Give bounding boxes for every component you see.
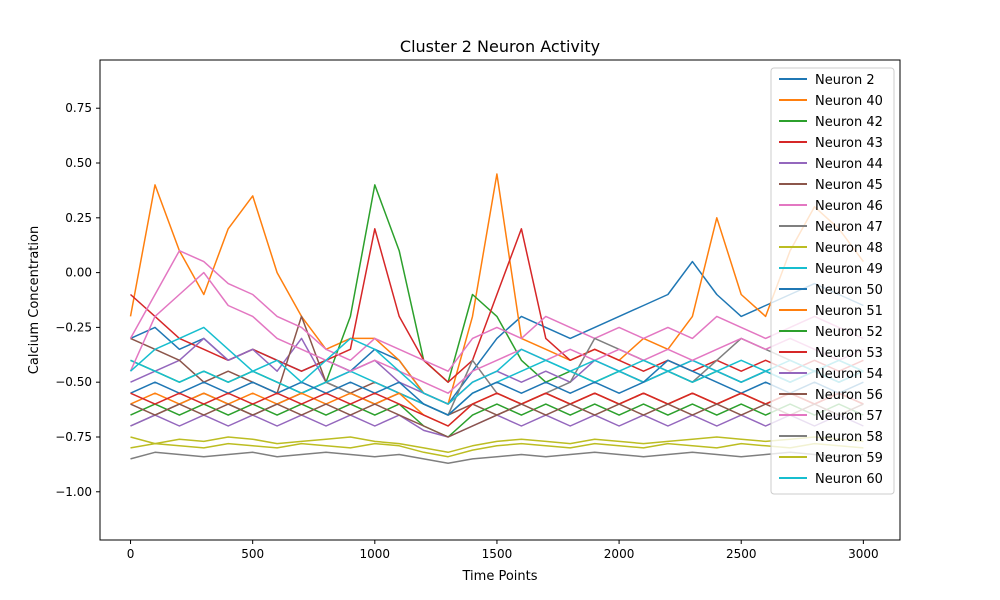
series-line-neuron-53 bbox=[130, 392, 864, 427]
legend-label: Neuron 48 bbox=[815, 241, 883, 256]
y-tick-label: −0.50 bbox=[55, 375, 92, 389]
y-tick-label: 0.25 bbox=[65, 211, 92, 225]
legend-label: Neuron 47 bbox=[815, 220, 883, 235]
x-tick-label: 3000 bbox=[848, 547, 879, 561]
series-line-neuron-56 bbox=[130, 403, 864, 438]
legend-label: Neuron 40 bbox=[815, 94, 883, 109]
series-line-neuron-57 bbox=[129, 271, 864, 394]
legend-box bbox=[770, 67, 895, 495]
legend-label: Neuron 44 bbox=[815, 157, 883, 172]
chart-title: Cluster 2 Neuron Activity bbox=[400, 37, 600, 56]
series-line-neuron-58 bbox=[130, 451, 864, 465]
legend-label: Neuron 42 bbox=[815, 115, 883, 130]
x-axis: 0 500 1000 1500 2000 2500 3000 bbox=[127, 540, 879, 561]
legend-label: Neuron 52 bbox=[815, 325, 883, 340]
x-tick-label: 2000 bbox=[604, 547, 635, 561]
legend-label: Neuron 53 bbox=[815, 346, 883, 361]
plot-area bbox=[99, 59, 901, 541]
series-line-neuron-54 bbox=[130, 414, 864, 438]
x-tick-label: 1500 bbox=[482, 547, 513, 561]
legend-label: Neuron 58 bbox=[815, 430, 883, 445]
x-axis-label: Time Points bbox=[462, 569, 538, 584]
legend: Neuron 2 Neuron 40 Neuron 42 Neuron 43 Neuro… bbox=[770, 67, 895, 495]
y-axis-label: Calcium Concentration bbox=[27, 226, 42, 374]
x-tick-label: 500 bbox=[241, 547, 264, 561]
legend-label: Neuron 57 bbox=[815, 409, 883, 424]
y-tick-label: 0.75 bbox=[65, 101, 92, 115]
series-line-neuron-50 bbox=[130, 359, 864, 416]
series-line-neuron-46 bbox=[129, 249, 864, 372]
legend-label: Neuron 59 bbox=[815, 451, 883, 466]
legend-label: Neuron 46 bbox=[815, 199, 883, 214]
y-axis: −1.00 −0.75 −0.50 −0.25 0.00 0.25 0.50 0.75 bbox=[55, 101, 100, 499]
plot-frame bbox=[99, 59, 901, 541]
y-tick-label: −0.25 bbox=[55, 320, 92, 334]
series-line-neuron-60 bbox=[130, 326, 864, 405]
legend-label: Neuron 51 bbox=[815, 304, 883, 319]
legend-label: Neuron 50 bbox=[815, 283, 883, 298]
legend-label: Neuron 54 bbox=[815, 367, 883, 382]
y-tick-label: −1.00 bbox=[55, 485, 92, 499]
legend-label: Neuron 60 bbox=[815, 472, 883, 487]
series-line-neuron-48 bbox=[130, 436, 864, 454]
x-tick-label: 2500 bbox=[726, 547, 757, 561]
legend-label: Neuron 43 bbox=[815, 136, 883, 151]
series-line-neuron-40 bbox=[129, 173, 865, 405]
legend-label: Neuron 2 bbox=[815, 73, 875, 88]
legend-label: Neuron 56 bbox=[815, 388, 883, 403]
x-tick-label: 1000 bbox=[360, 547, 391, 561]
y-tick-label: 0.00 bbox=[65, 266, 92, 280]
legend-label: Neuron 49 bbox=[815, 262, 883, 277]
y-tick-label: 0.50 bbox=[65, 156, 92, 170]
legend-label: Neuron 45 bbox=[815, 178, 883, 193]
x-tick-label: 0 bbox=[127, 547, 135, 561]
series-line-neuron-59 bbox=[130, 442, 864, 458]
y-tick-label: −0.75 bbox=[55, 430, 92, 444]
